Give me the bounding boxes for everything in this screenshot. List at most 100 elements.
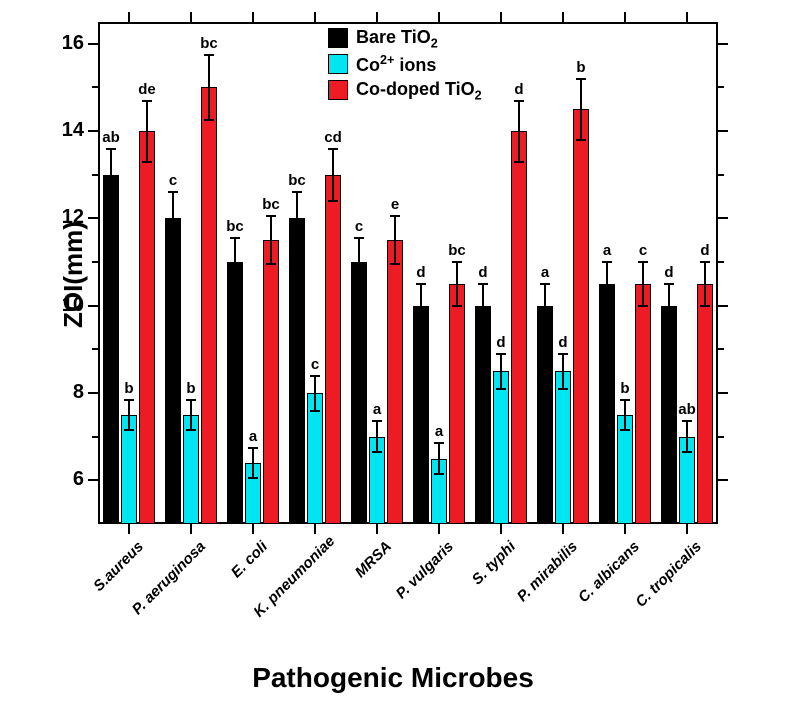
error-stem xyxy=(296,192,298,244)
x-tick xyxy=(376,524,378,534)
significance-label: bc xyxy=(219,218,251,235)
error-cap xyxy=(328,148,338,150)
y-minor-tick xyxy=(718,436,724,438)
x-axis-label: Pathogenic Microbes xyxy=(0,662,786,694)
error-cap xyxy=(390,263,400,265)
significance-label: bc xyxy=(441,242,473,259)
error-cap xyxy=(230,285,240,287)
y-minor-tick xyxy=(92,86,98,88)
bar xyxy=(599,284,615,524)
error-stem xyxy=(704,262,706,306)
significance-label: bc xyxy=(281,172,313,189)
y-tick-label: 16 xyxy=(50,32,84,55)
bar xyxy=(165,218,181,524)
error-stem xyxy=(270,216,272,264)
bar xyxy=(121,415,137,524)
significance-label: ab xyxy=(95,129,127,146)
error-cap xyxy=(452,261,462,263)
y-minor-tick xyxy=(92,174,98,176)
error-cap xyxy=(354,285,364,287)
y-minor-tick xyxy=(92,436,98,438)
bar xyxy=(227,262,243,524)
error-cap xyxy=(638,305,648,307)
error-cap xyxy=(620,429,630,431)
error-cap xyxy=(124,399,134,401)
bar xyxy=(325,175,341,524)
y-minor-tick xyxy=(92,261,98,263)
error-cap xyxy=(540,283,550,285)
error-stem xyxy=(562,354,564,389)
bar xyxy=(103,175,119,524)
error-cap xyxy=(248,447,258,449)
error-cap xyxy=(204,54,214,56)
significance-label: d xyxy=(503,81,535,98)
significance-label: cd xyxy=(317,129,349,146)
significance-label: d xyxy=(689,242,721,259)
error-cap xyxy=(372,451,382,453)
error-cap xyxy=(292,244,302,246)
significance-label: d xyxy=(467,264,499,281)
x-tick xyxy=(624,524,626,534)
error-cap xyxy=(434,473,444,475)
error-cap xyxy=(142,100,152,102)
significance-label: bc xyxy=(255,196,287,213)
x-tick xyxy=(252,524,254,534)
x-tick xyxy=(438,524,440,534)
y-tick-label: 14 xyxy=(50,119,84,142)
y-tick xyxy=(88,305,98,307)
error-stem xyxy=(456,262,458,306)
y-minor-tick xyxy=(718,86,724,88)
error-cap xyxy=(230,237,240,239)
significance-label: e xyxy=(379,196,411,213)
y-tick xyxy=(88,392,98,394)
bar xyxy=(511,131,527,524)
x-tick xyxy=(314,524,316,534)
significance-label: a xyxy=(529,264,561,281)
significance-label: c xyxy=(627,242,659,259)
x-tick xyxy=(500,12,502,22)
error-cap xyxy=(248,477,258,479)
error-cap xyxy=(558,388,568,390)
y-tick-label: 6 xyxy=(50,468,84,491)
error-stem xyxy=(376,421,378,452)
error-cap xyxy=(292,191,302,193)
error-stem xyxy=(606,262,608,306)
y-tick xyxy=(718,130,728,132)
error-stem xyxy=(146,101,148,162)
bar xyxy=(139,131,155,524)
x-tick xyxy=(562,524,564,534)
error-cap xyxy=(602,261,612,263)
error-stem xyxy=(394,216,396,264)
significance-label: bc xyxy=(193,35,225,52)
error-cap xyxy=(478,283,488,285)
x-tick xyxy=(314,12,316,22)
y-tick xyxy=(718,479,728,481)
error-stem xyxy=(252,448,254,479)
error-stem xyxy=(686,421,688,452)
x-tick xyxy=(128,524,130,534)
legend-label: Bare TiO2 xyxy=(356,27,438,51)
x-tick xyxy=(686,12,688,22)
x-tick xyxy=(562,12,564,22)
x-tick xyxy=(252,12,254,22)
x-tick xyxy=(376,12,378,22)
error-stem xyxy=(420,284,422,328)
error-cap xyxy=(266,263,276,265)
error-cap xyxy=(620,399,630,401)
error-stem xyxy=(172,192,174,244)
significance-label: c xyxy=(157,172,189,189)
error-cap xyxy=(700,305,710,307)
bar xyxy=(263,240,279,524)
error-stem xyxy=(190,400,192,431)
y-tick xyxy=(718,392,728,394)
bar xyxy=(449,284,465,524)
error-stem xyxy=(624,400,626,431)
error-cap xyxy=(576,139,586,141)
error-cap xyxy=(434,442,444,444)
y-tick-label: 12 xyxy=(50,206,84,229)
error-cap xyxy=(310,410,320,412)
x-tick xyxy=(500,524,502,534)
error-cap xyxy=(700,261,710,263)
y-minor-tick xyxy=(718,174,724,176)
significance-label: de xyxy=(131,81,163,98)
